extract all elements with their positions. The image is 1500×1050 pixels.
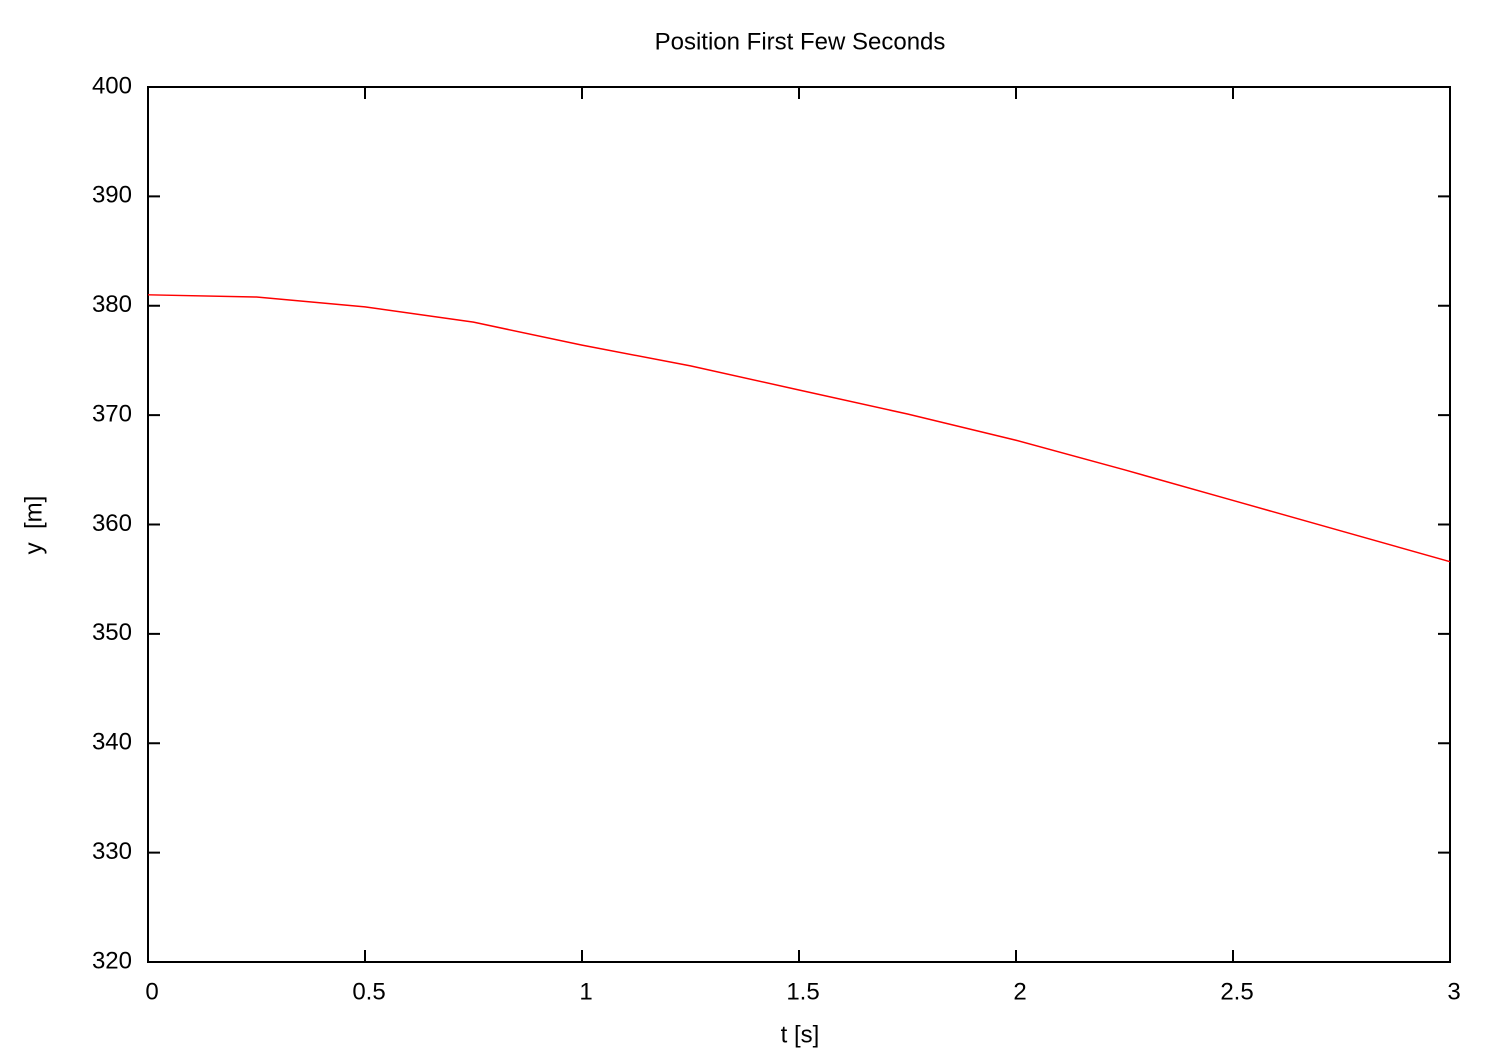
x-axis-label: t [s] [781,1021,820,1048]
y-tick-label: 320 [92,947,132,974]
y-tick-label: 370 [92,400,132,427]
y-tick-label: 340 [92,729,132,756]
x-tick-label: 0.5 [352,978,385,1005]
y-tick-label: 380 [92,291,132,318]
y-tick-label: 390 [92,182,132,209]
x-tick-label: 2 [1013,978,1026,1005]
y-tick-label: 360 [92,510,132,537]
y-axis-label: y [m] [20,496,47,555]
plot-frame [147,86,1451,963]
x-tick-label: 2.5 [1220,978,1253,1005]
x-tick-label: 0 [145,978,158,1005]
y-tick-label: 350 [92,619,132,646]
chart-title: Position First Few Seconds [655,28,946,55]
data-line [147,294,1451,563]
x-tick-label: 1 [579,978,592,1005]
x-tick-label: 1.5 [786,978,819,1005]
x-tick-label: 3 [1447,978,1460,1005]
y-tick-label: 400 [92,72,132,99]
y-tick-label: 330 [92,838,132,865]
